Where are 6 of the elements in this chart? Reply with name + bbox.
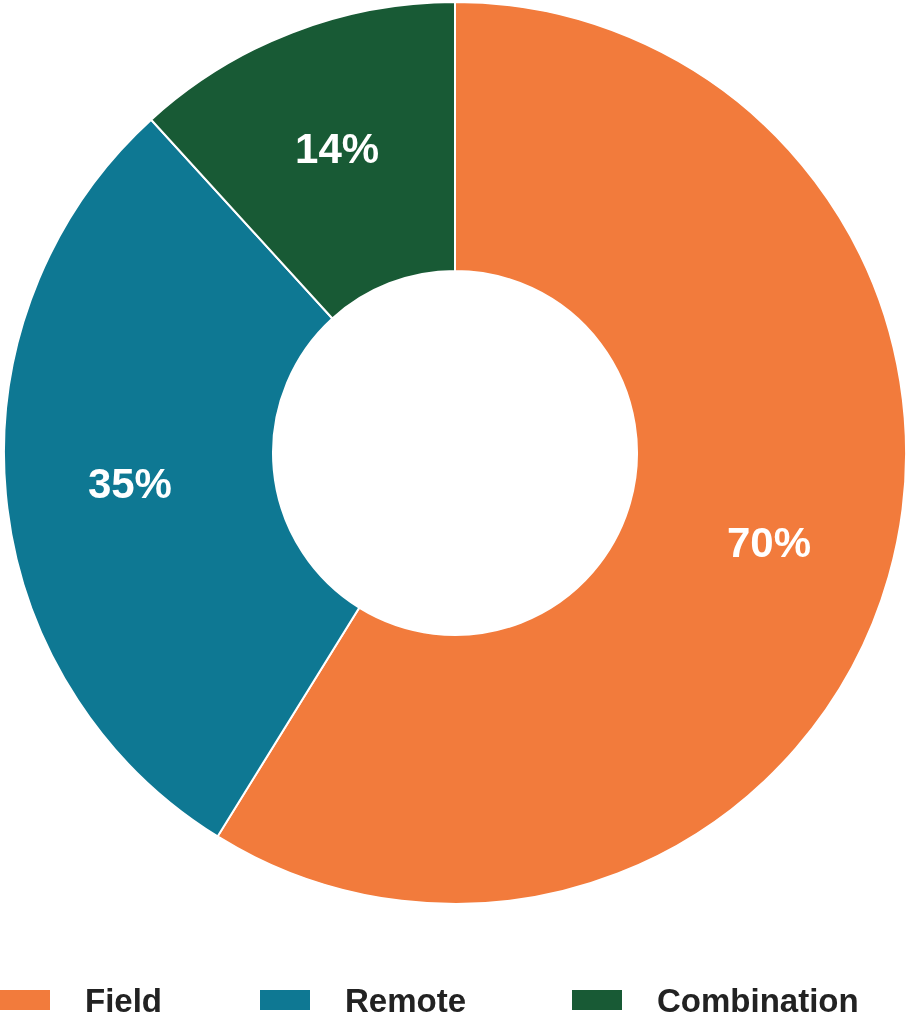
data-label: 14% — [295, 125, 380, 173]
legend-label: Field — [85, 981, 163, 1019]
legend-label: Combination — [657, 981, 859, 1019]
data-label: 70% — [727, 518, 812, 566]
data-label: 35% — [87, 459, 172, 507]
legend-label: Remote — [345, 981, 467, 1019]
